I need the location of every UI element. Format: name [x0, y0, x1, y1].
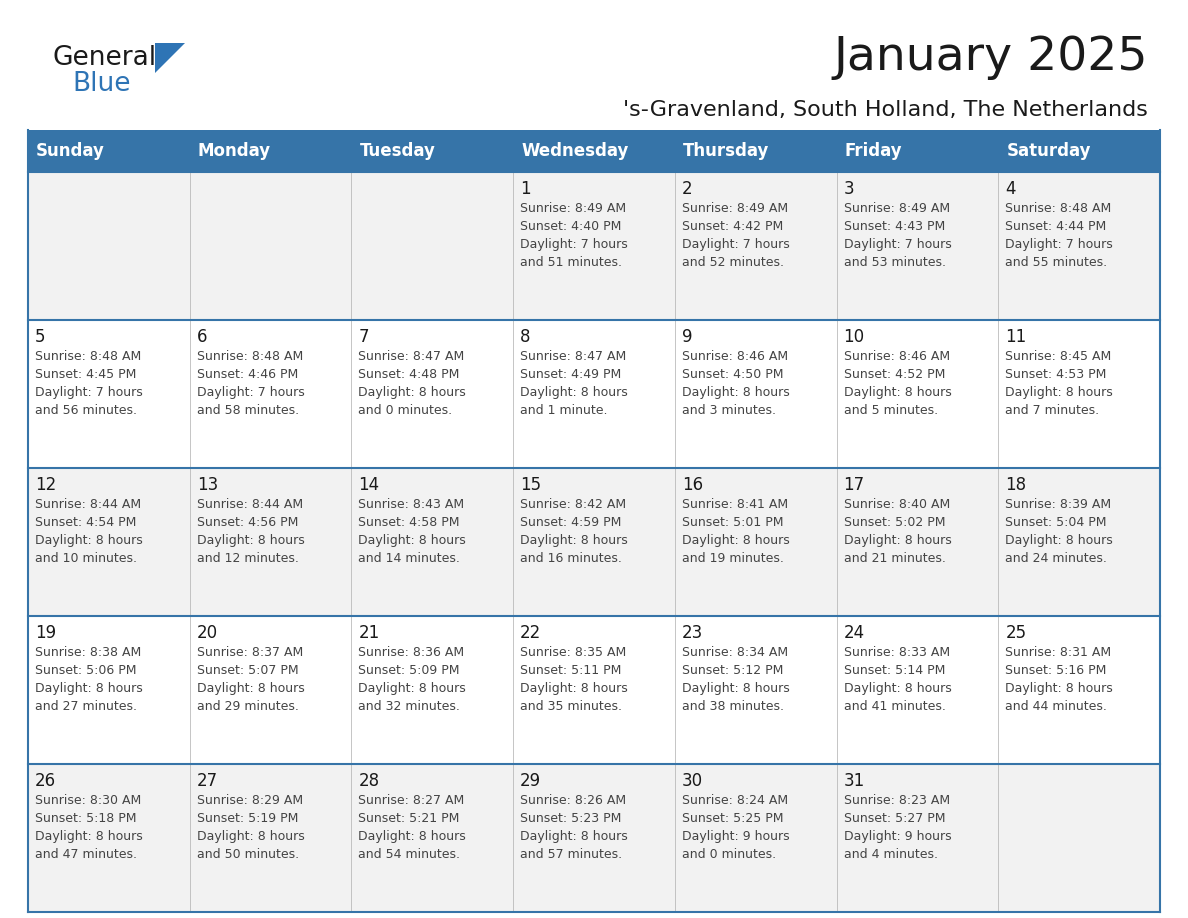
Text: Sunrise: 8:23 AM
Sunset: 5:27 PM
Daylight: 9 hours
and 4 minutes.: Sunrise: 8:23 AM Sunset: 5:27 PM Dayligh… [843, 794, 952, 861]
Text: 30: 30 [682, 772, 703, 790]
Bar [29, 468, 1159, 616]
Text: Sunrise: 8:40 AM
Sunset: 5:02 PM
Daylight: 8 hours
and 21 minutes.: Sunrise: 8:40 AM Sunset: 5:02 PM Dayligh… [843, 498, 952, 565]
Bar [29, 172, 1159, 320]
Text: Sunrise: 8:49 AM
Sunset: 4:43 PM
Daylight: 7 hours
and 53 minutes.: Sunrise: 8:49 AM Sunset: 4:43 PM Dayligh… [843, 202, 952, 269]
Text: 14: 14 [359, 476, 379, 494]
Text: Sunrise: 8:24 AM
Sunset: 5:25 PM
Daylight: 9 hours
and 0 minutes.: Sunrise: 8:24 AM Sunset: 5:25 PM Dayligh… [682, 794, 790, 861]
Text: 17: 17 [843, 476, 865, 494]
Text: Sunrise: 8:37 AM
Sunset: 5:07 PM
Daylight: 8 hours
and 29 minutes.: Sunrise: 8:37 AM Sunset: 5:07 PM Dayligh… [197, 646, 304, 713]
Bar [29, 320, 1159, 468]
Text: Monday: Monday [197, 142, 271, 160]
Text: 31: 31 [843, 772, 865, 790]
Text: 16: 16 [682, 476, 703, 494]
Text: 19: 19 [34, 624, 56, 642]
Text: Sunrise: 8:47 AM
Sunset: 4:48 PM
Daylight: 8 hours
and 0 minutes.: Sunrise: 8:47 AM Sunset: 4:48 PM Dayligh… [359, 350, 466, 417]
Text: Sunrise: 8:48 AM
Sunset: 4:46 PM
Daylight: 7 hours
and 58 minutes.: Sunrise: 8:48 AM Sunset: 4:46 PM Dayligh… [197, 350, 304, 417]
Text: Sunrise: 8:44 AM
Sunset: 4:56 PM
Daylight: 8 hours
and 12 minutes.: Sunrise: 8:44 AM Sunset: 4:56 PM Dayligh… [197, 498, 304, 565]
Text: Sunrise: 8:42 AM
Sunset: 4:59 PM
Daylight: 8 hours
and 16 minutes.: Sunrise: 8:42 AM Sunset: 4:59 PM Dayligh… [520, 498, 628, 565]
Text: 10: 10 [843, 328, 865, 346]
Text: 9: 9 [682, 328, 693, 346]
Text: 's-Gravenland, South Holland, The Netherlands: 's-Gravenland, South Holland, The Nether… [624, 100, 1148, 120]
Text: Blue: Blue [72, 71, 131, 97]
Text: Sunrise: 8:48 AM
Sunset: 4:45 PM
Daylight: 7 hours
and 56 minutes.: Sunrise: 8:48 AM Sunset: 4:45 PM Dayligh… [34, 350, 143, 417]
Text: Sunrise: 8:27 AM
Sunset: 5:21 PM
Daylight: 8 hours
and 54 minutes.: Sunrise: 8:27 AM Sunset: 5:21 PM Dayligh… [359, 794, 466, 861]
Text: Sunrise: 8:49 AM
Sunset: 4:40 PM
Daylight: 7 hours
and 51 minutes.: Sunrise: 8:49 AM Sunset: 4:40 PM Dayligh… [520, 202, 628, 269]
Text: Sunday: Sunday [36, 142, 105, 160]
Text: General: General [52, 45, 156, 71]
Text: 6: 6 [197, 328, 207, 346]
Text: Sunrise: 8:34 AM
Sunset: 5:12 PM
Daylight: 8 hours
and 38 minutes.: Sunrise: 8:34 AM Sunset: 5:12 PM Dayligh… [682, 646, 790, 713]
Bar [29, 764, 1159, 912]
Text: 5: 5 [34, 328, 45, 346]
Text: Sunrise: 8:47 AM
Sunset: 4:49 PM
Daylight: 8 hours
and 1 minute.: Sunrise: 8:47 AM Sunset: 4:49 PM Dayligh… [520, 350, 628, 417]
Text: 20: 20 [197, 624, 217, 642]
Text: 2: 2 [682, 180, 693, 198]
Text: 27: 27 [197, 772, 217, 790]
Bar [29, 130, 1159, 172]
Text: Friday: Friday [845, 142, 902, 160]
Text: Sunrise: 8:39 AM
Sunset: 5:04 PM
Daylight: 8 hours
and 24 minutes.: Sunrise: 8:39 AM Sunset: 5:04 PM Dayligh… [1005, 498, 1113, 565]
Text: Sunrise: 8:30 AM
Sunset: 5:18 PM
Daylight: 8 hours
and 47 minutes.: Sunrise: 8:30 AM Sunset: 5:18 PM Dayligh… [34, 794, 143, 861]
Text: 26: 26 [34, 772, 56, 790]
Text: Sunrise: 8:35 AM
Sunset: 5:11 PM
Daylight: 8 hours
and 35 minutes.: Sunrise: 8:35 AM Sunset: 5:11 PM Dayligh… [520, 646, 628, 713]
Text: 25: 25 [1005, 624, 1026, 642]
Text: Saturday: Saturday [1006, 142, 1091, 160]
Text: January 2025: January 2025 [834, 36, 1148, 81]
Text: Sunrise: 8:36 AM
Sunset: 5:09 PM
Daylight: 8 hours
and 32 minutes.: Sunrise: 8:36 AM Sunset: 5:09 PM Dayligh… [359, 646, 466, 713]
Text: 8: 8 [520, 328, 531, 346]
Text: 21: 21 [359, 624, 380, 642]
Text: Sunrise: 8:49 AM
Sunset: 4:42 PM
Daylight: 7 hours
and 52 minutes.: Sunrise: 8:49 AM Sunset: 4:42 PM Dayligh… [682, 202, 790, 269]
Polygon shape [154, 43, 185, 73]
Text: Sunrise: 8:43 AM
Sunset: 4:58 PM
Daylight: 8 hours
and 14 minutes.: Sunrise: 8:43 AM Sunset: 4:58 PM Dayligh… [359, 498, 466, 565]
Text: Wednesday: Wednesday [522, 142, 628, 160]
Text: Tuesday: Tuesday [360, 142, 435, 160]
Text: 15: 15 [520, 476, 542, 494]
Text: Sunrise: 8:29 AM
Sunset: 5:19 PM
Daylight: 8 hours
and 50 minutes.: Sunrise: 8:29 AM Sunset: 5:19 PM Dayligh… [197, 794, 304, 861]
Text: 12: 12 [34, 476, 56, 494]
Text: Sunrise: 8:26 AM
Sunset: 5:23 PM
Daylight: 8 hours
and 57 minutes.: Sunrise: 8:26 AM Sunset: 5:23 PM Dayligh… [520, 794, 628, 861]
Text: 22: 22 [520, 624, 542, 642]
Text: 23: 23 [682, 624, 703, 642]
Text: 1: 1 [520, 180, 531, 198]
Text: 11: 11 [1005, 328, 1026, 346]
Text: 4: 4 [1005, 180, 1016, 198]
Text: Sunrise: 8:46 AM
Sunset: 4:50 PM
Daylight: 8 hours
and 3 minutes.: Sunrise: 8:46 AM Sunset: 4:50 PM Dayligh… [682, 350, 790, 417]
Text: Sunrise: 8:48 AM
Sunset: 4:44 PM
Daylight: 7 hours
and 55 minutes.: Sunrise: 8:48 AM Sunset: 4:44 PM Dayligh… [1005, 202, 1113, 269]
Text: Sunrise: 8:31 AM
Sunset: 5:16 PM
Daylight: 8 hours
and 44 minutes.: Sunrise: 8:31 AM Sunset: 5:16 PM Dayligh… [1005, 646, 1113, 713]
Text: Sunrise: 8:45 AM
Sunset: 4:53 PM
Daylight: 8 hours
and 7 minutes.: Sunrise: 8:45 AM Sunset: 4:53 PM Dayligh… [1005, 350, 1113, 417]
Text: Sunrise: 8:46 AM
Sunset: 4:52 PM
Daylight: 8 hours
and 5 minutes.: Sunrise: 8:46 AM Sunset: 4:52 PM Dayligh… [843, 350, 952, 417]
Text: Sunrise: 8:38 AM
Sunset: 5:06 PM
Daylight: 8 hours
and 27 minutes.: Sunrise: 8:38 AM Sunset: 5:06 PM Dayligh… [34, 646, 143, 713]
Text: 7: 7 [359, 328, 369, 346]
Text: Thursday: Thursday [683, 142, 770, 160]
Text: Sunrise: 8:44 AM
Sunset: 4:54 PM
Daylight: 8 hours
and 10 minutes.: Sunrise: 8:44 AM Sunset: 4:54 PM Dayligh… [34, 498, 143, 565]
Bar [29, 616, 1159, 764]
Text: Sunrise: 8:33 AM
Sunset: 5:14 PM
Daylight: 8 hours
and 41 minutes.: Sunrise: 8:33 AM Sunset: 5:14 PM Dayligh… [843, 646, 952, 713]
Text: 3: 3 [843, 180, 854, 198]
Text: 24: 24 [843, 624, 865, 642]
Text: Sunrise: 8:41 AM
Sunset: 5:01 PM
Daylight: 8 hours
and 19 minutes.: Sunrise: 8:41 AM Sunset: 5:01 PM Dayligh… [682, 498, 790, 565]
Text: 13: 13 [197, 476, 217, 494]
Text: 29: 29 [520, 772, 542, 790]
Text: 18: 18 [1005, 476, 1026, 494]
Text: 28: 28 [359, 772, 379, 790]
